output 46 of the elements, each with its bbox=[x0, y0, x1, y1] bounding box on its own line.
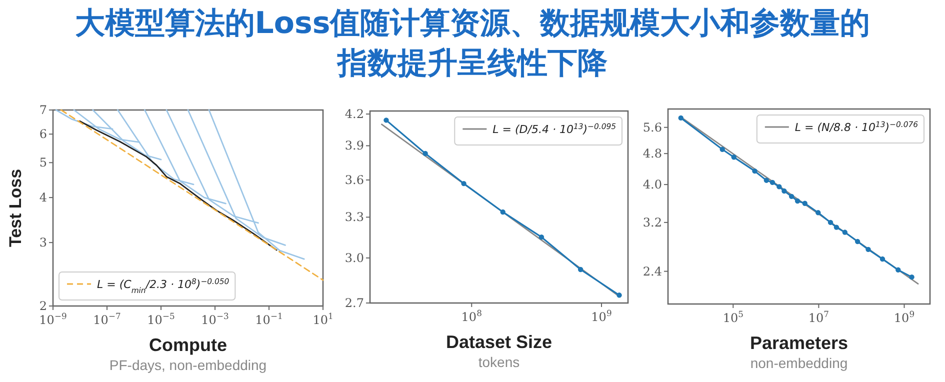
x-tick-label: 10$^{1}$ bbox=[312, 311, 334, 327]
x-axis-title: Compute bbox=[149, 335, 227, 355]
y-tick-label: 5.6 bbox=[642, 120, 662, 134]
point bbox=[384, 118, 389, 123]
x-tick-label: 10$^{−1}$ bbox=[255, 311, 283, 327]
legend-label: L = (C$_{min}$/2.3 · 10$^{8}$)$^{−0.050}$ bbox=[97, 276, 230, 294]
y-tick-label: 3.0 bbox=[344, 250, 364, 265]
legend-label: L = (N/8.8 · 10$^{13}$)$^{−0.076}$ bbox=[794, 120, 918, 134]
x-tick-label: 10$^{−9}$ bbox=[39, 311, 67, 327]
point bbox=[500, 209, 506, 215]
text: PF-days, non-embedding bbox=[109, 357, 267, 373]
y-tick-label: 3.2 bbox=[642, 215, 662, 230]
y-tick-label: 4.8 bbox=[642, 146, 662, 161]
point bbox=[578, 266, 584, 272]
text: tokens bbox=[478, 354, 520, 370]
x-tick-label: 10$^{−5}$ bbox=[147, 311, 175, 327]
legend-label: L = (D/5.4 · 10$^{13}$)$^{−0.095}$ bbox=[492, 122, 616, 136]
x-tick-label: 10$^{−3}$ bbox=[201, 311, 229, 327]
point bbox=[616, 292, 622, 298]
y-tick-label: 4.0 bbox=[642, 178, 662, 192]
x-tick-label: 10$^{5}$ bbox=[722, 309, 744, 325]
y-axis-title: Test Loss bbox=[6, 168, 25, 248]
y-tick-label: 2 bbox=[39, 299, 47, 313]
text: non-embedding bbox=[750, 355, 848, 371]
x-tick-label: 10$^{7}$ bbox=[808, 309, 830, 325]
point bbox=[461, 180, 466, 186]
y-tick-label: 2.7 bbox=[344, 296, 364, 310]
y-tick-label: 5 bbox=[39, 156, 47, 170]
x-axis-title: Parameters bbox=[750, 333, 848, 353]
point bbox=[422, 150, 428, 156]
x-tick-label: 10$^{9}$ bbox=[894, 309, 915, 325]
x-tick-label: 10$^{8}$ bbox=[461, 308, 482, 324]
x-tick-label: 10$^{−7}$ bbox=[93, 311, 121, 327]
point bbox=[538, 234, 544, 240]
y-tick-label: 3.9 bbox=[344, 138, 364, 153]
y-tick-label: 3.3 bbox=[344, 210, 364, 224]
y-tick-label: 7 bbox=[39, 103, 47, 117]
x-axis-title: Dataset Size bbox=[446, 332, 552, 352]
y-tick-label: 3.6 bbox=[344, 172, 364, 187]
y-tick-label: 4.2 bbox=[344, 107, 364, 122]
y-tick-label: 3 bbox=[39, 236, 47, 250]
y-tick-label: 6 bbox=[39, 127, 47, 142]
y-tick-label: 4 bbox=[39, 190, 48, 205]
y-tick-label: 2.4 bbox=[642, 264, 662, 278]
x-tick-label: 10$^{9}$ bbox=[591, 308, 612, 324]
text: 大模型算法的Loss值随计算资源、数据规模大小和参数量的指数提升呈线性下降 bbox=[74, 5, 872, 83]
